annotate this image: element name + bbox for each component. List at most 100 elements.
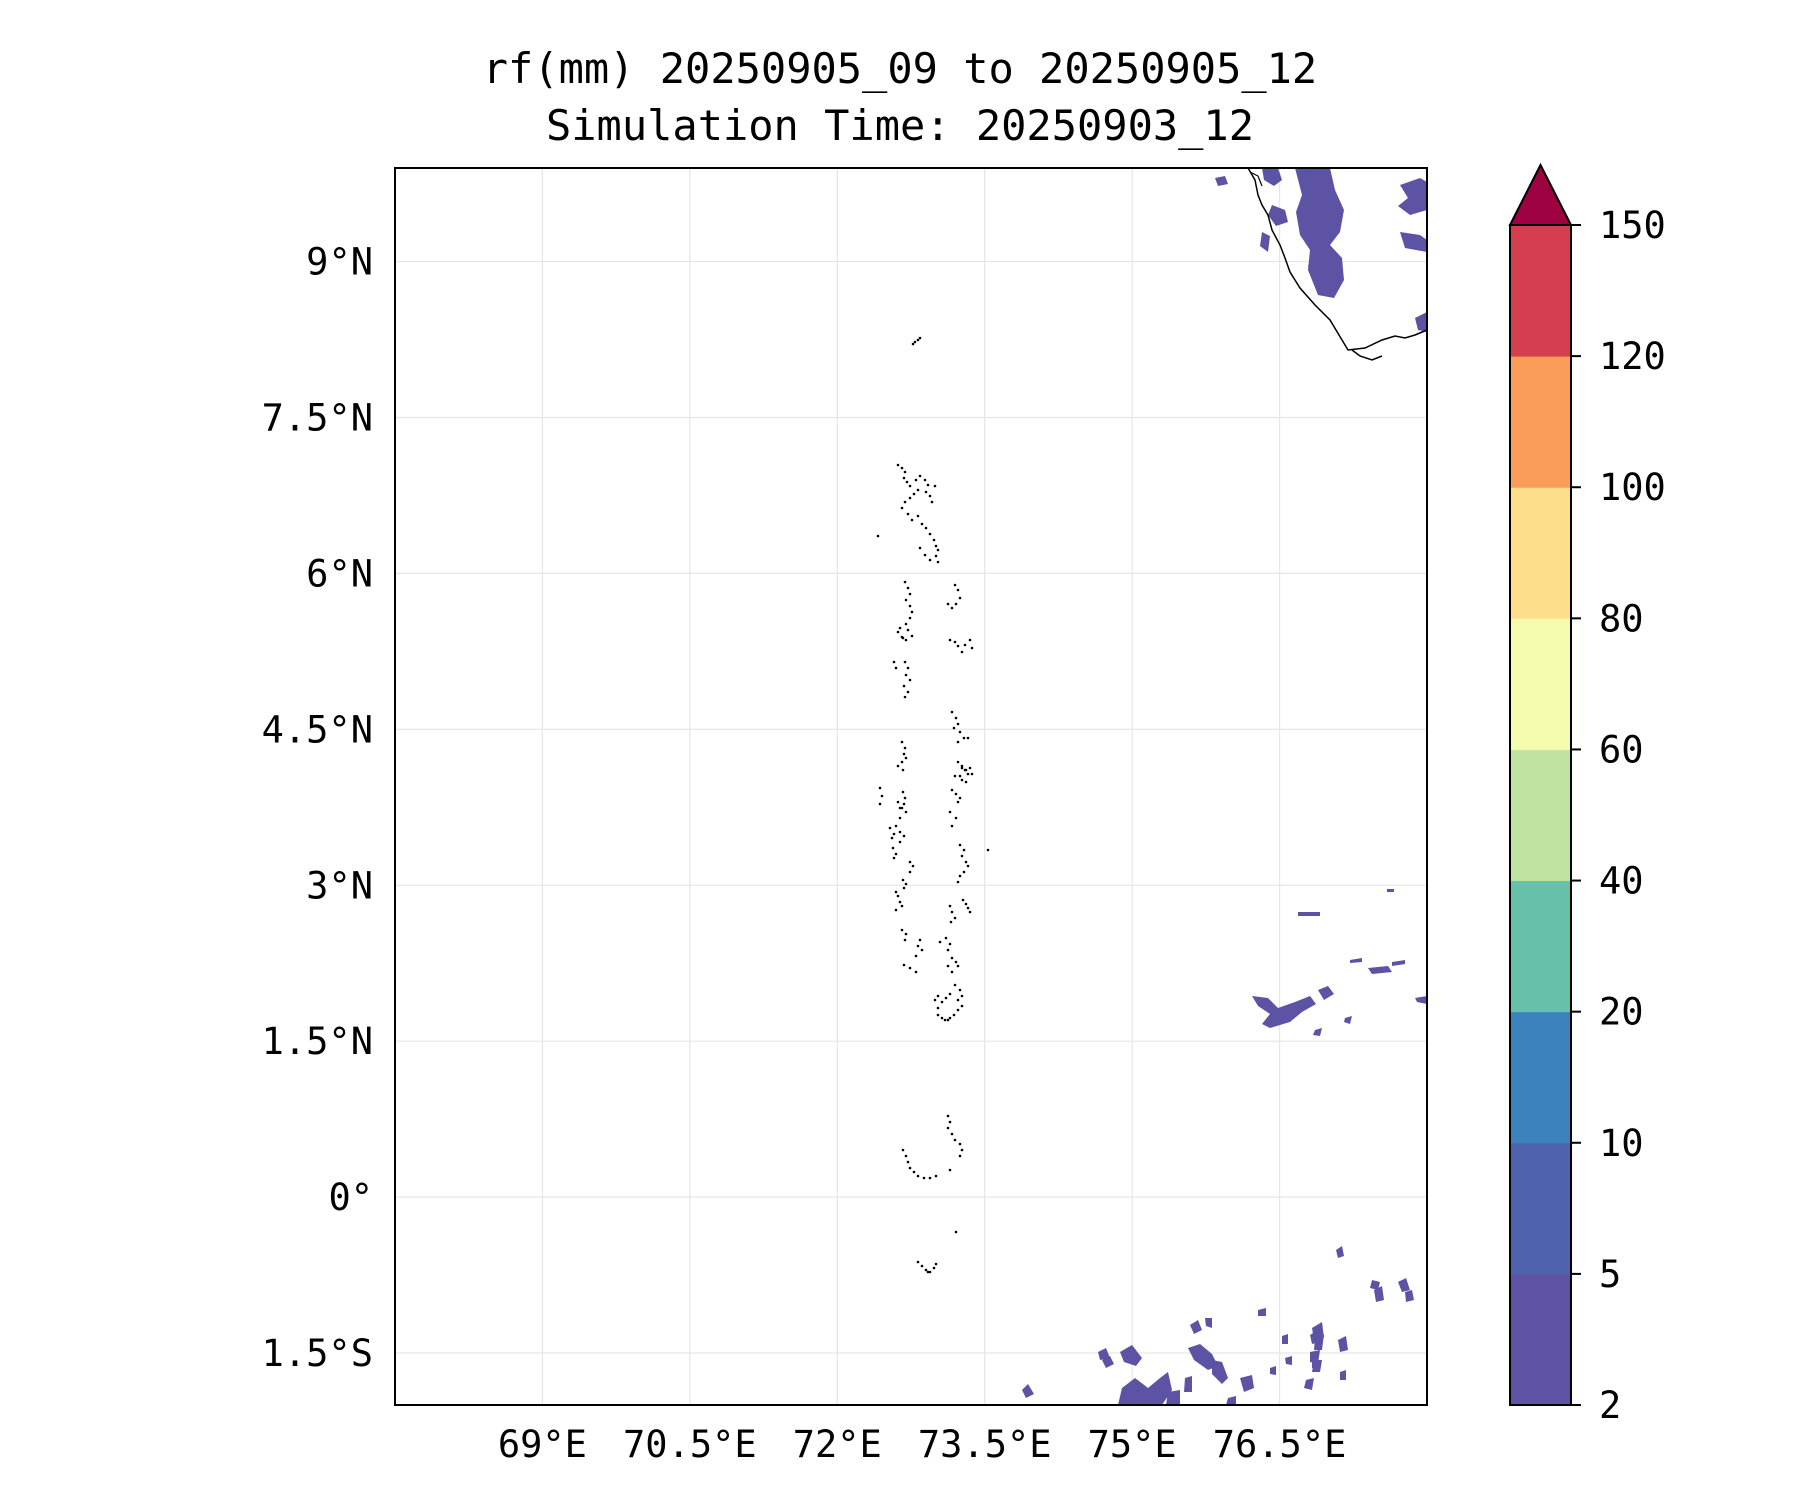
rainfall-contours (1022, 168, 1427, 1405)
rainfall-patch (1398, 178, 1427, 215)
atoll-dot (903, 470, 907, 474)
atoll-dot (900, 904, 904, 908)
atoll-dot (902, 963, 906, 967)
lon-tick-label: 73.5°E (918, 1423, 1052, 1466)
atoll-dot (958, 1142, 962, 1146)
atoll-dot (956, 760, 960, 764)
rainfall-patch (1120, 1345, 1142, 1366)
map-subtitle: Simulation Time: 20250903_12 (545, 101, 1254, 150)
lon-tick-label: 75°E (1088, 1423, 1177, 1466)
rainfall-patch (1392, 960, 1405, 966)
atoll-dot (898, 830, 902, 834)
colorbar-segment (1510, 749, 1571, 882)
atoll-dot (908, 604, 912, 608)
atoll-dot (906, 512, 910, 516)
atoll-dot (908, 678, 912, 682)
atoll-dot (950, 606, 954, 610)
atoll-dot (954, 1230, 958, 1234)
atoll-dot (933, 998, 937, 1002)
atoll-dot (986, 848, 990, 852)
atoll-dot (891, 846, 895, 850)
atoll-dot (948, 942, 952, 946)
lat-tick-label: 1.5°S (262, 1332, 373, 1375)
colorbar-tick-label: 2 (1599, 1384, 1621, 1427)
atoll-dot (956, 588, 960, 592)
rainfall-patch (1205, 1318, 1212, 1328)
colorbar-segment (1510, 618, 1571, 750)
atoll-dot (894, 666, 898, 670)
atoll-dot (934, 1262, 938, 1266)
colorbar-tick-label: 10 (1599, 1122, 1644, 1165)
atoll-dot (900, 740, 904, 744)
atoll-dot (930, 500, 934, 504)
map-title: rf(mm) 20250905_09 to 20250905_12 (482, 44, 1318, 93)
rainfall-patch (1405, 1290, 1414, 1302)
atoll-dot (878, 786, 882, 790)
atoll-dot (956, 964, 960, 968)
rainfall-patch (1252, 996, 1316, 1028)
map-frame (394, 167, 1428, 1406)
rainfall-patch (1240, 1375, 1254, 1392)
lon-tick-label: 69°E (498, 1423, 587, 1466)
atoll-dot (958, 596, 962, 600)
atoll-dot (906, 1160, 910, 1164)
atoll-dot (954, 960, 958, 964)
atoll-dot (926, 483, 930, 487)
atoll-dot (960, 778, 964, 782)
longitude-axis: 69°E 70.5°E 72°E 73.5°E 75°E 76.5°E (498, 1423, 1347, 1466)
island-atolls (876, 336, 990, 1274)
atoll-dot (946, 948, 950, 952)
atoll-dot (904, 638, 908, 642)
atoll-dot (920, 522, 924, 526)
atoll-dot (894, 890, 898, 894)
atoll-dot (924, 526, 928, 530)
atoll-dot (904, 932, 908, 936)
atoll-dot (938, 940, 942, 944)
atoll-dot (911, 342, 915, 346)
atoll-dot (910, 610, 914, 614)
rainfall-patch (1350, 958, 1362, 963)
rainfall-patch (1314, 1334, 1324, 1350)
atoll-dot (876, 534, 880, 538)
atoll-dot (946, 964, 950, 968)
atoll-dot (934, 544, 938, 548)
atoll-dot (936, 548, 940, 552)
atoll-dot (898, 626, 902, 630)
rainfall-patch (1313, 1028, 1322, 1036)
atoll-dot (923, 478, 927, 482)
atoll-dot (913, 340, 917, 344)
atoll-dot (946, 1126, 950, 1130)
atoll-dot (918, 546, 922, 550)
atoll-dot (953, 916, 957, 920)
rainfall-patch (1285, 1356, 1292, 1365)
atoll-dot (953, 583, 957, 587)
atoll-dot (901, 878, 905, 882)
atoll-dot (903, 580, 907, 584)
atoll-dot (936, 1006, 940, 1010)
rainfall-patch (1270, 1366, 1276, 1375)
colorbar-segment (1510, 880, 1571, 1013)
atoll-dot (916, 338, 920, 342)
rainfall-patch (1340, 1370, 1346, 1380)
atoll-dot (901, 1148, 905, 1152)
atoll-dot (892, 660, 896, 664)
atoll-dot (900, 466, 904, 470)
rainfall-patch (1344, 1016, 1352, 1024)
rainfall-patch (1368, 966, 1392, 974)
atoll-dot (960, 1004, 964, 1008)
atoll-dot (933, 484, 937, 488)
atoll-dot (911, 864, 915, 868)
atoll-dot (901, 768, 905, 772)
atoll-dot (902, 752, 906, 756)
atoll-dot (964, 860, 968, 864)
rainfall-patch (1212, 1360, 1228, 1384)
colorbar-tick-label: 120 (1599, 335, 1666, 378)
atoll-dot (914, 970, 918, 974)
atoll-dot (900, 928, 904, 932)
colorbar-segment (1510, 225, 1571, 357)
atoll-dot (948, 992, 952, 996)
atoll-dot (958, 843, 962, 847)
atoll-dot (908, 496, 912, 500)
atoll-dot (916, 514, 920, 518)
atoll-dot (928, 1270, 932, 1274)
